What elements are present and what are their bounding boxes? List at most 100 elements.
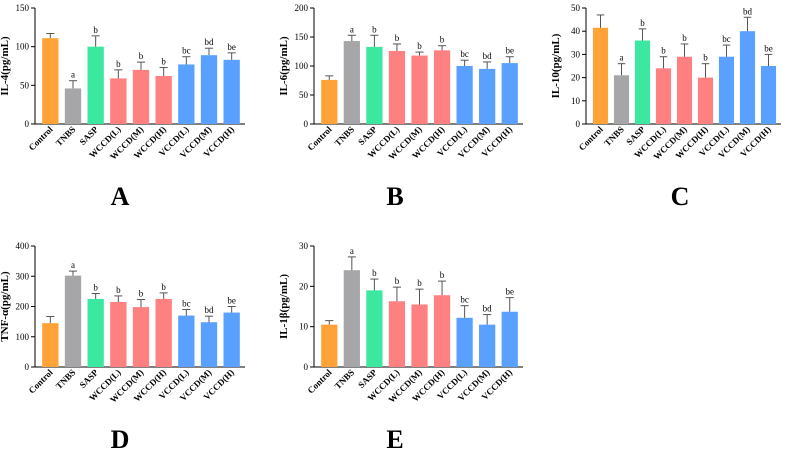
y-tick-label: 50 [20, 80, 30, 90]
bar-wccdh [433, 50, 451, 125]
significance-label: a [350, 24, 354, 34]
bar-vccdm [479, 324, 496, 367]
bar-sasp [366, 290, 383, 367]
x-category-label: Control [306, 124, 335, 153]
significance-label: b [372, 268, 377, 278]
significance-label: bc [460, 295, 469, 305]
x-category-label: TNBS [54, 124, 78, 148]
bar-tnbs [64, 88, 82, 124]
panel-letter: D [111, 425, 130, 451]
y-tick-label: 10 [571, 96, 581, 106]
y-axis-label: TNF-α(pg/mL) [0, 271, 11, 342]
bar-wccdl [655, 68, 672, 124]
y-tick-label: 30 [299, 241, 309, 251]
significance-label: b [372, 24, 377, 34]
significance-label: b [661, 46, 666, 56]
panel-letter: A [111, 182, 130, 211]
bar-wccdm [411, 55, 428, 125]
bar-sasp [87, 298, 104, 367]
chart-panel-a: 050100150IL-4(pg/mL)ControlaTNBSbSASPbWC… [0, 3, 245, 211]
significance-label: bd [483, 304, 493, 314]
bar-vccdl [456, 317, 473, 367]
bar-vccdm [200, 55, 218, 124]
significance-label: b [395, 33, 400, 43]
significance-label: b [395, 276, 400, 286]
panel-letter: E [386, 425, 403, 451]
y-axis-label: IL-1β(pg/mL) [278, 274, 290, 339]
bar-sasp [87, 46, 104, 124]
significance-label: b [161, 57, 166, 67]
significance-label: bd [743, 6, 753, 16]
bar-wccdh [155, 76, 172, 124]
bar-vccdl [178, 315, 195, 367]
bar-vccdh [501, 311, 518, 367]
y-tick-label: 0 [304, 362, 309, 372]
significance-label: b [116, 285, 121, 295]
bar-wccdm [411, 304, 428, 367]
significance-label: b [640, 18, 645, 28]
bar-wccdm [132, 69, 150, 124]
y-tick-label: 400 [16, 241, 30, 251]
y-axis-label: IL-10(pg/mL) [550, 33, 562, 98]
bar-wccdh [155, 298, 172, 367]
bar-vccdh [223, 59, 240, 124]
bar-tnbs [64, 275, 82, 367]
bar-wccdm [676, 56, 693, 124]
bar-vccdl [456, 66, 473, 124]
y-axis-label: IL-6(pg/mL) [278, 36, 290, 96]
bar-wccdl [110, 78, 127, 124]
x-category-label: Control [577, 124, 606, 153]
bar-tnbs [343, 270, 360, 367]
x-category-label: TNBS [333, 124, 357, 148]
significance-label: be [764, 43, 773, 53]
bar-tnbs [343, 41, 360, 125]
x-category-label: Control [27, 367, 56, 396]
bar-wccdm [132, 307, 150, 367]
y-tick-label: 20 [571, 73, 581, 83]
bar-sasp [366, 46, 383, 124]
significance-label: bc [182, 299, 191, 309]
bar-sasp [634, 40, 651, 125]
y-tick-label: 0 [25, 119, 30, 129]
significance-label: b [682, 33, 687, 43]
y-tick-label: 150 [295, 32, 309, 42]
significance-label: bc [460, 49, 469, 59]
significance-label: a [71, 70, 75, 80]
bar-control [321, 79, 338, 124]
bar-vccdl [718, 56, 735, 124]
bar-wccdl [110, 301, 127, 367]
significance-label: b [440, 270, 445, 280]
panel-letter: B [386, 182, 403, 211]
bar-control [321, 324, 338, 367]
significance-label: b [440, 35, 445, 45]
y-tick-label: 100 [295, 61, 309, 71]
y-tick-label: 0 [576, 119, 581, 129]
significance-label: be [227, 296, 236, 306]
chart-panel-e: 0102030IL-1β(pg/mL)ControlaTNBSbSASPbWCC… [278, 241, 523, 451]
bar-vccdh [501, 63, 518, 124]
x-category-label: TNBS [602, 124, 626, 148]
panel-letter: C [671, 182, 690, 211]
significance-label: bc [182, 46, 191, 56]
bar-wccdh [697, 77, 714, 124]
significance-label: b [93, 282, 98, 292]
bar-control [42, 38, 59, 124]
significance-label: bd [483, 51, 493, 61]
y-tick-label: 200 [16, 302, 30, 312]
bar-vccdm [200, 322, 218, 367]
significance-label: a [350, 246, 354, 256]
bar-vccdh [760, 66, 777, 124]
significance-label: b [93, 25, 98, 35]
y-tick-label: 20 [299, 281, 309, 291]
bar-wccdl [388, 50, 406, 124]
significance-label: be [505, 46, 514, 56]
bar-vccdl [178, 64, 195, 124]
bar-control [42, 323, 59, 367]
significance-label: b [116, 59, 121, 69]
y-tick-label: 100 [16, 332, 30, 342]
chart-panel-c: 01020304050IL-10(pg/mL)ControlaTNBSbSASP… [550, 3, 781, 211]
x-category-label: Control [27, 124, 56, 153]
y-tick-label: 100 [16, 42, 30, 52]
y-tick-label: 50 [299, 90, 309, 100]
bar-wccdh [433, 295, 451, 367]
